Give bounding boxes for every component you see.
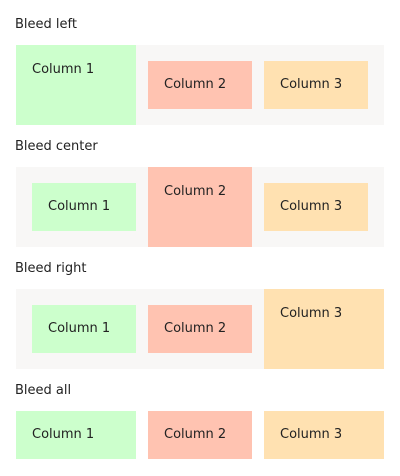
- column-1-label: Column 1: [48, 199, 111, 214]
- column-3-bleed-right: Column 3: [264, 289, 384, 369]
- column-2-label: Column 2: [164, 321, 227, 336]
- section-title-bleed-right: Bleed right: [15, 261, 87, 276]
- column-3-label: Column 3: [280, 77, 343, 92]
- section-title-bleed-left: Bleed left: [15, 17, 77, 32]
- column-2-bleed-center: Column 2: [148, 167, 252, 247]
- column-1-bleed-left: Column 1: [16, 45, 136, 125]
- column-1-label: Column 1: [32, 427, 95, 442]
- column-3-bleed-center: Column 3: [264, 183, 368, 231]
- column-1-bleed-center: Column 1: [32, 183, 136, 231]
- column-2-bleed-right: Column 2: [148, 305, 252, 353]
- column-2-bleed-all: Column 2: [148, 411, 252, 459]
- column-3-label: Column 3: [280, 427, 343, 442]
- column-1-bleed-all: Column 1: [16, 411, 136, 459]
- section-title-bleed-center: Bleed center: [15, 139, 98, 154]
- column-2-label: Column 2: [164, 427, 227, 442]
- column-2-label: Column 2: [164, 184, 227, 199]
- column-1-bleed-right: Column 1: [32, 305, 136, 353]
- column-3-bleed-all: Column 3: [264, 411, 384, 459]
- column-3-label: Column 3: [280, 306, 343, 321]
- column-1-label: Column 1: [32, 62, 95, 77]
- column-3-bleed-left: Column 3: [264, 61, 368, 109]
- column-1-label: Column 1: [48, 321, 111, 336]
- column-2-bleed-left: Column 2: [148, 61, 252, 109]
- column-2-label: Column 2: [164, 77, 227, 92]
- section-title-bleed-all: Bleed all: [15, 383, 72, 398]
- column-3-label: Column 3: [280, 199, 343, 214]
